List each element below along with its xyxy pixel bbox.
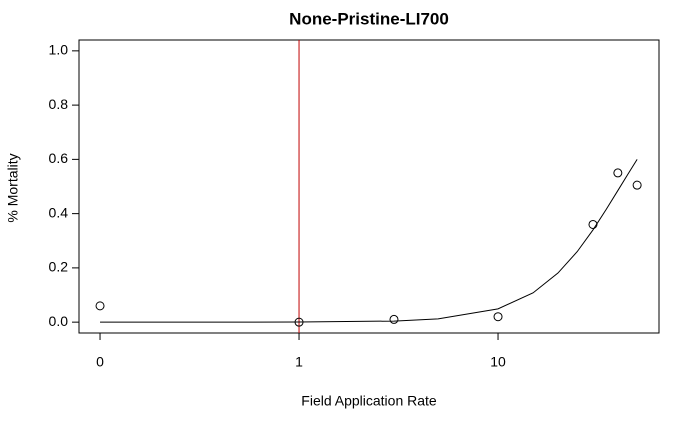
- x-axis-label: Field Application Rate: [301, 393, 437, 409]
- y-tick-label: 0.6: [49, 150, 69, 166]
- chart-title: None-Pristine-LI700: [289, 9, 449, 28]
- x-tick-label: 10: [490, 354, 506, 370]
- x-tick-label: 0: [96, 354, 104, 370]
- y-tick-label: 0.8: [49, 96, 69, 112]
- y-tick-label: 0.2: [49, 259, 69, 275]
- y-tick-label: 0.0: [49, 313, 69, 329]
- data-point: [389, 314, 399, 324]
- y-tick-label: 1.0: [49, 42, 69, 58]
- y-axis-label: % Mortality: [5, 153, 21, 222]
- plot-frame: [78, 39, 660, 334]
- data-point: [493, 312, 503, 322]
- fit-curve: [100, 159, 638, 323]
- data-point: [613, 168, 623, 178]
- data-point: [588, 219, 598, 229]
- data-point: [95, 301, 105, 311]
- data-point: [632, 180, 642, 190]
- y-tick-label: 0.4: [49, 204, 69, 220]
- x-tick-label: 1: [295, 354, 303, 370]
